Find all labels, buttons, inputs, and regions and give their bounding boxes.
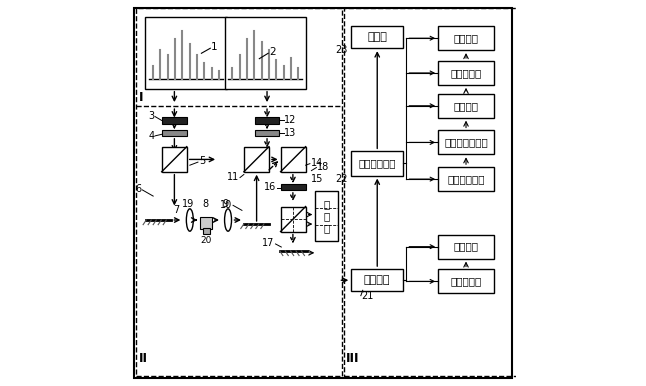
Text: 折射率计算: 折射率计算 [450,68,482,78]
Text: 9: 9 [223,199,229,209]
FancyBboxPatch shape [438,61,494,85]
Text: 抗混叠滤波: 抗混叠滤波 [450,276,482,286]
Text: 厚度计算: 厚度计算 [453,101,479,111]
Text: II: II [138,352,147,365]
Text: 17: 17 [262,238,275,248]
FancyBboxPatch shape [438,269,494,293]
Text: 射频滤波: 射频滤波 [453,242,479,252]
FancyBboxPatch shape [351,151,403,176]
FancyBboxPatch shape [280,207,306,232]
Text: 16: 16 [264,182,276,192]
Text: 19: 19 [182,199,194,209]
Ellipse shape [225,209,231,231]
FancyBboxPatch shape [255,117,278,124]
Text: 7: 7 [173,205,180,215]
Text: 13: 13 [284,128,297,138]
Text: 显示屏: 显示屏 [368,32,387,42]
FancyBboxPatch shape [145,17,227,89]
Text: 5: 5 [199,156,205,166]
FancyBboxPatch shape [315,191,339,241]
FancyBboxPatch shape [351,269,403,291]
Text: 干涉信号获得: 干涉信号获得 [447,174,484,184]
Text: 12: 12 [284,115,297,125]
Text: 滤波元件: 滤波元件 [364,275,390,285]
Text: 20: 20 [200,236,212,245]
FancyBboxPatch shape [438,235,494,259]
FancyBboxPatch shape [244,147,269,172]
Text: 23: 23 [335,45,348,55]
Text: 信号处理单元: 信号处理单元 [359,159,396,168]
FancyBboxPatch shape [438,94,494,118]
Text: 二维表征: 二维表征 [453,33,479,43]
FancyBboxPatch shape [351,26,403,48]
FancyBboxPatch shape [162,130,187,136]
Text: 2: 2 [269,47,276,57]
FancyBboxPatch shape [438,130,494,154]
Ellipse shape [186,209,193,231]
FancyBboxPatch shape [280,147,306,172]
Text: 15: 15 [311,174,323,185]
Text: 21: 21 [361,291,373,301]
Text: 10: 10 [220,200,233,210]
FancyBboxPatch shape [203,228,209,234]
FancyBboxPatch shape [438,167,494,191]
Text: 8: 8 [202,199,208,209]
Text: 11: 11 [227,172,239,182]
Text: I: I [138,91,143,104]
Text: 14: 14 [311,158,323,168]
Text: 18: 18 [317,162,329,172]
FancyBboxPatch shape [134,8,512,378]
Text: III: III [346,352,359,365]
FancyBboxPatch shape [200,217,212,229]
Text: 探
测
器: 探 测 器 [324,200,330,233]
FancyBboxPatch shape [162,147,187,172]
Text: 6: 6 [136,184,141,194]
FancyBboxPatch shape [280,184,306,190]
Text: 4: 4 [148,131,154,141]
FancyBboxPatch shape [255,130,278,136]
Text: 3: 3 [148,111,154,121]
FancyBboxPatch shape [162,117,187,124]
Text: 22: 22 [335,174,348,185]
FancyBboxPatch shape [225,17,306,89]
Text: 1: 1 [211,42,218,52]
FancyBboxPatch shape [438,26,494,50]
Text: 傅里叶变换分析: 傅里叶变换分析 [444,137,488,147]
